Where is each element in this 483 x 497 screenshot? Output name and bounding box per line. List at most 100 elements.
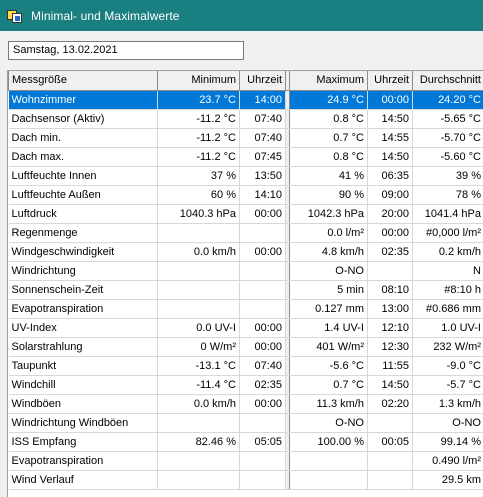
cell-maximum: 41 % [289, 166, 368, 186]
cell-uhrzeit-max: 14:55 [367, 128, 413, 148]
column-separator [285, 280, 290, 300]
table-row[interactable]: Luftfeuchte Innen 37 % 13:50 41 % 06:35 39 % [8, 166, 483, 186]
cell-messgroesse: Solarstrahlung [8, 337, 158, 357]
cell-uhrzeit-min [239, 280, 286, 300]
cell-uhrzeit-max [367, 413, 413, 433]
column-separator [285, 451, 290, 471]
table-row[interactable]: UV-Index 0.0 UV-I 00:00 1.4 UV-I 12:10 1.0 UV… [8, 318, 483, 338]
cell-minimum: -11.2 °C [157, 128, 240, 148]
column-separator [285, 109, 290, 129]
column-separator [285, 413, 290, 433]
table-row[interactable]: Sonnenschein-Zeit 5 min 08:10 #8:10 h [8, 280, 483, 300]
cell-uhrzeit-max: 14:50 [367, 147, 413, 167]
cell-uhrzeit-min: 14:10 [239, 185, 286, 205]
table-row[interactable]: Luftfeuchte Außen 60 % 14:10 90 % 09:00 78 % [8, 185, 483, 205]
cell-uhrzeit-max: 20:00 [367, 204, 413, 224]
column-header-messgroesse[interactable]: Messgröße [8, 71, 158, 91]
cell-maximum: 4.8 km/h [289, 242, 368, 262]
column-separator [285, 147, 290, 167]
cell-uhrzeit-min: 05:05 [239, 432, 286, 452]
cell-uhrzeit-min [239, 261, 286, 281]
cell-maximum: 5 min [289, 280, 368, 300]
cell-minimum: -11.2 °C [157, 109, 240, 129]
cell-minimum: 0.0 km/h [157, 394, 240, 414]
cell-minimum [157, 261, 240, 281]
cell-messgroesse: Evapotranspiration [8, 451, 158, 471]
table-row[interactable]: Luftdruck 1040.3 hPa 00:00 1042.3 hPa 20:00 1… [8, 204, 483, 224]
window-title: Minimal- und Maximalwerte [31, 8, 180, 23]
cell-messgroesse: Windchill [8, 375, 158, 395]
cell-uhrzeit-max: 00:00 [367, 90, 413, 110]
cell-maximum: 0.7 °C [289, 375, 368, 395]
cell-minimum [157, 280, 240, 300]
table-row[interactable]: Solarstrahlung 0 W/m² 00:00 401 W/m² 12:30 23… [8, 337, 483, 357]
table-row[interactable]: Evapotranspiration 0.490 l/m² [8, 451, 483, 471]
cell-durchschnitt: -5.60 °C [412, 147, 483, 167]
column-separator [285, 356, 290, 376]
column-header-maximum[interactable]: Maximum [289, 71, 368, 91]
cell-minimum: -11.2 °C [157, 147, 240, 167]
table-row[interactable]: Dach max. -11.2 °C 07:45 0.8 °C 14:50 -5.60 °… [8, 147, 483, 167]
cell-messgroesse: Windgeschwindigkeit [8, 242, 158, 262]
column-header-minimum[interactable]: Minimum [157, 71, 240, 91]
cell-uhrzeit-max: 09:00 [367, 185, 413, 205]
column-header-durchschnitt[interactable]: Durchschnitt [412, 71, 483, 91]
table-row[interactable]: Wohnzimmer 23.7 °C 14:00 24.9 °C 00:00 24.20 … [8, 90, 483, 110]
cell-durchschnitt: -5.65 °C [412, 109, 483, 129]
cell-uhrzeit-min: 00:00 [239, 242, 286, 262]
cell-minimum: 1040.3 hPa [157, 204, 240, 224]
cell-messgroesse: Wohnzimmer [8, 90, 158, 110]
cell-durchschnitt: 99.14 % [412, 432, 483, 452]
cell-messgroesse: Windrichtung Windböen [8, 413, 158, 433]
column-header-uhrzeit-max[interactable]: Uhrzeit [367, 71, 413, 91]
table-row[interactable]: Windgeschwindigkeit 0.0 km/h 00:00 4.8 km/h… [8, 242, 483, 262]
column-separator [285, 204, 290, 224]
cell-messgroesse: Sonnenschein-Zeit [8, 280, 158, 300]
cell-uhrzeit-min [239, 299, 286, 319]
cell-uhrzeit-max: 00:00 [367, 223, 413, 243]
column-separator [285, 470, 290, 490]
table-row[interactable]: Taupunkt -13.1 °C 07:40 -5.6 °C 11:55 -9.0 °C [8, 356, 483, 376]
cell-minimum: -11.4 °C [157, 375, 240, 395]
table-row[interactable]: Regenmenge 0.0 l/m² 00:00 #0,000 l/m² [8, 223, 483, 243]
cell-durchschnitt: -5.7 °C [412, 375, 483, 395]
column-separator [285, 432, 290, 452]
cell-uhrzeit-min: 07:45 [239, 147, 286, 167]
cell-minimum: 0 W/m² [157, 337, 240, 357]
column-header-uhrzeit-min[interactable]: Uhrzeit [239, 71, 286, 91]
cell-messgroesse: Regenmenge [8, 223, 158, 243]
column-separator [285, 90, 290, 110]
cell-messgroesse: Dach max. [8, 147, 158, 167]
cell-uhrzeit-min: 07:40 [239, 356, 286, 376]
table-row[interactable]: Wind Verlauf 29.5 km [8, 470, 483, 490]
table-row[interactable]: Windrichtung Windböen O-NO O-NO [8, 413, 483, 433]
cell-uhrzeit-max: 13:00 [367, 299, 413, 319]
table-row[interactable]: Dach min. -11.2 °C 07:40 0.7 °C 14:55 -5.70 °… [8, 128, 483, 148]
cell-durchschnitt: -9.0 °C [412, 356, 483, 376]
cell-maximum [289, 451, 368, 471]
cell-uhrzeit-min: 02:35 [239, 375, 286, 395]
cell-durchschnitt: O-NO [412, 413, 483, 433]
date-field[interactable]: Samstag, 13.02.2021 [8, 41, 244, 60]
values-grid[interactable]: Messgröße Minimum Uhrzeit Maximum Uhrzei… [7, 70, 483, 497]
cell-minimum: 37 % [157, 166, 240, 186]
title-bar: Minimal- und Maximalwerte [0, 0, 483, 31]
table-row[interactable]: Windchill -11.4 °C 02:35 0.7 °C 14:50 -5.7 °C [8, 375, 483, 395]
cell-maximum: O-NO [289, 413, 368, 433]
cell-messgroesse: Windböen [8, 394, 158, 414]
table-row[interactable]: Dachsensor (Aktiv) -11.2 °C 07:40 0.8 °C 14:… [8, 109, 483, 129]
cell-durchschnitt: 78 % [412, 185, 483, 205]
cell-uhrzeit-min: 07:40 [239, 128, 286, 148]
column-separator [285, 128, 290, 148]
cell-uhrzeit-max: 14:50 [367, 375, 413, 395]
app-icon [7, 8, 23, 24]
values-table: Messgröße Minimum Uhrzeit Maximum Uhrzei… [8, 71, 483, 490]
cell-uhrzeit-max [367, 261, 413, 281]
table-row[interactable]: Evapotranspiration 0.127 mm 13:00 #0.686 mm [8, 299, 483, 319]
table-row[interactable]: Windböen 0.0 km/h 00:00 11.3 km/h 02:20 1.3 k… [8, 394, 483, 414]
cell-messgroesse: Wind Verlauf [8, 470, 158, 490]
cell-maximum: 401 W/m² [289, 337, 368, 357]
table-row[interactable]: ISS Empfang 82.46 % 05:05 100.00 % 00:05 99.1… [8, 432, 483, 452]
table-row[interactable]: Windrichtung O-NO N [8, 261, 483, 281]
cell-maximum: -5.6 °C [289, 356, 368, 376]
